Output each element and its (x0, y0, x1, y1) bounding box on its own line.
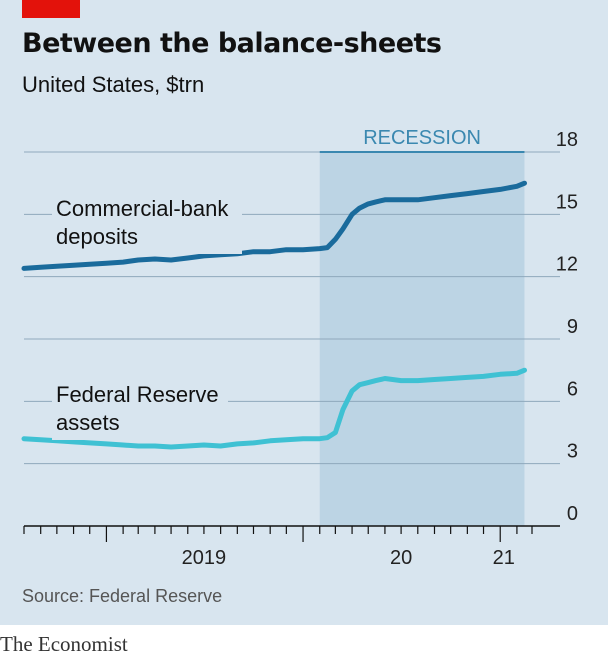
series-label: deposits (56, 224, 138, 249)
y-tick-label: 12 (556, 254, 578, 276)
line-chart: 0 3 6 9 12 15 18 RECESSION 2019 20 21 Commercial-ba… (21, 127, 578, 569)
y-tick-label: 0 (567, 503, 578, 525)
y-tick-label: 6 (567, 378, 578, 400)
source-note: Source: Federal Reserve (22, 586, 223, 606)
series-label: Commercial-bank (56, 196, 229, 221)
x-tick-label: 2019 (182, 547, 227, 569)
series-label-backdrop (52, 194, 242, 254)
series-line (21, 367, 527, 450)
brand-wordmark: The Economist (0, 632, 128, 656)
series-line (21, 180, 527, 271)
chart-subtitle: United States, $trn (22, 72, 205, 97)
y-tick-label: 18 (556, 129, 578, 151)
series-label: Federal Reserve (56, 382, 219, 407)
series-label: assets (56, 410, 120, 435)
x-tick-label: 21 (493, 547, 515, 569)
y-tick-label: 15 (556, 191, 578, 213)
x-tick-label: 20 (390, 547, 412, 569)
recession-label: RECESSION (363, 127, 481, 149)
y-tick-label: 3 (567, 441, 578, 463)
series-label-backdrop (52, 380, 228, 440)
y-tick-label: 9 (567, 316, 578, 338)
chart-title: Between the balance-sheets (22, 28, 442, 59)
brand-red-tag (22, 0, 80, 18)
